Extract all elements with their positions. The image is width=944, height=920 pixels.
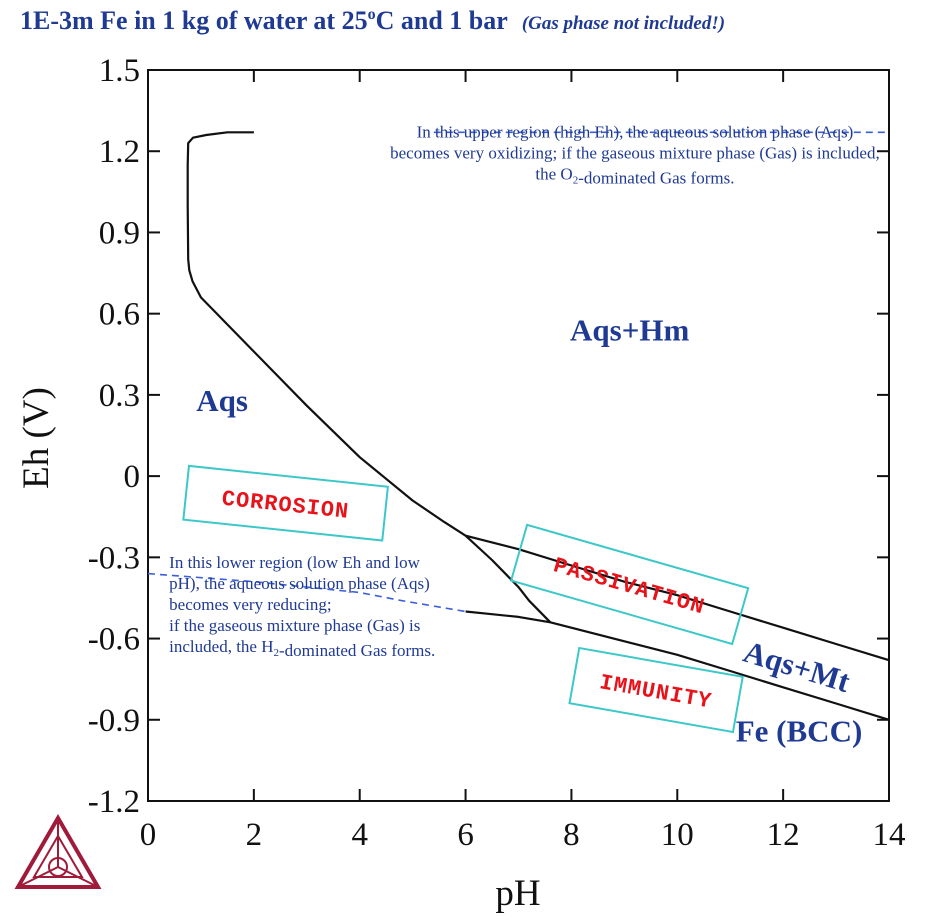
x-tick-label: 12 <box>767 817 800 853</box>
stamp-text: IMMUNITY <box>598 670 714 714</box>
chart-title: 1E-3m Fe in 1 kg of water at 25oC and 1 … <box>20 6 725 35</box>
x-tick-label: 4 <box>351 817 368 853</box>
stamp-immunity: IMMUNITY <box>568 646 744 734</box>
thermo-calc-logo-icon <box>14 814 102 889</box>
x-axis-label: pH <box>495 873 540 914</box>
y-tick-label: 1.2 <box>99 134 140 170</box>
x-tick-label: 10 <box>661 817 694 853</box>
chart-subtitle: (Gas phase not included!) <box>522 13 725 34</box>
x-tick-label: 0 <box>140 817 157 853</box>
region-label: Aqs+Hm <box>570 313 689 348</box>
x-tick-label: 8 <box>563 817 580 853</box>
region-label: Fe (BCC) <box>736 713 863 748</box>
y-axis-label: Eh (V) <box>16 387 57 489</box>
annotation-line: if the gaseous mixture phase (Gas) is <box>169 616 420 635</box>
title-sup: o <box>368 6 376 23</box>
x-tick-label: 6 <box>457 817 474 853</box>
stamp-corrosion: CORROSION <box>182 464 389 542</box>
annotation-line: In this lower region (low Eh and low <box>169 553 420 572</box>
x-tick-label: 14 <box>873 817 906 853</box>
x-axis: 0 2 4 6 8 10 12 14 <box>140 70 906 853</box>
stamp-text: CORROSION <box>220 487 350 525</box>
annotation-line: included, the H2-dominated Gas forms. <box>169 637 435 660</box>
region-label: Aqs <box>196 383 248 418</box>
y-tick-label: 1.5 <box>99 53 140 89</box>
stamp-border <box>182 464 389 542</box>
y-tick-label: 0.9 <box>99 215 140 251</box>
stamp-passivation: PASSIVATION <box>509 523 750 646</box>
dashed-reference-lines <box>147 131 889 613</box>
y-tick-label: 0.3 <box>99 378 140 414</box>
plot-frame <box>147 69 890 802</box>
y-tick-label: -1.2 <box>88 784 140 820</box>
annotation-line: pH), the aqueous solution phase (Aqs) <box>169 574 430 593</box>
y-axis: -1.2 -0.9 -0.6 -0.3 0 0.3 0.6 0.9 1.2 1.5 <box>88 53 889 820</box>
y-tick-label: 0.6 <box>99 297 140 333</box>
annotations: In this upper region (high Eh), the aque… <box>169 123 880 660</box>
y-tick-label: -0.9 <box>88 703 140 739</box>
phase-boundary-line <box>464 534 552 624</box>
annotation-line: the O2-dominated Gas forms. <box>535 165 734 188</box>
x-tick-label: 2 <box>246 817 263 853</box>
stamp-border <box>509 523 750 646</box>
annotation-line: becomes very reducing; <box>169 595 331 614</box>
dashed-line <box>147 572 466 613</box>
phase-boundary-line <box>465 610 890 721</box>
title-post: C and 1 bar <box>376 6 508 35</box>
stamp-text: PASSIVATION <box>550 553 707 620</box>
y-tick-label: -0.3 <box>88 540 140 576</box>
phase-boundary-line <box>186 131 467 537</box>
stamp-border <box>568 646 744 734</box>
y-tick-label: -0.6 <box>88 622 140 658</box>
phase-boundaries <box>186 131 890 721</box>
annotation-line: becomes very oxidizing; if the gaseous m… <box>390 144 880 163</box>
phase-boundary-line <box>465 534 890 662</box>
title-pre: 1E-3m Fe in 1 kg of water at 25 <box>20 6 368 35</box>
annotation-line: In this upper region (high Eh), the aque… <box>417 123 854 142</box>
y-tick-label: 0 <box>124 459 141 495</box>
